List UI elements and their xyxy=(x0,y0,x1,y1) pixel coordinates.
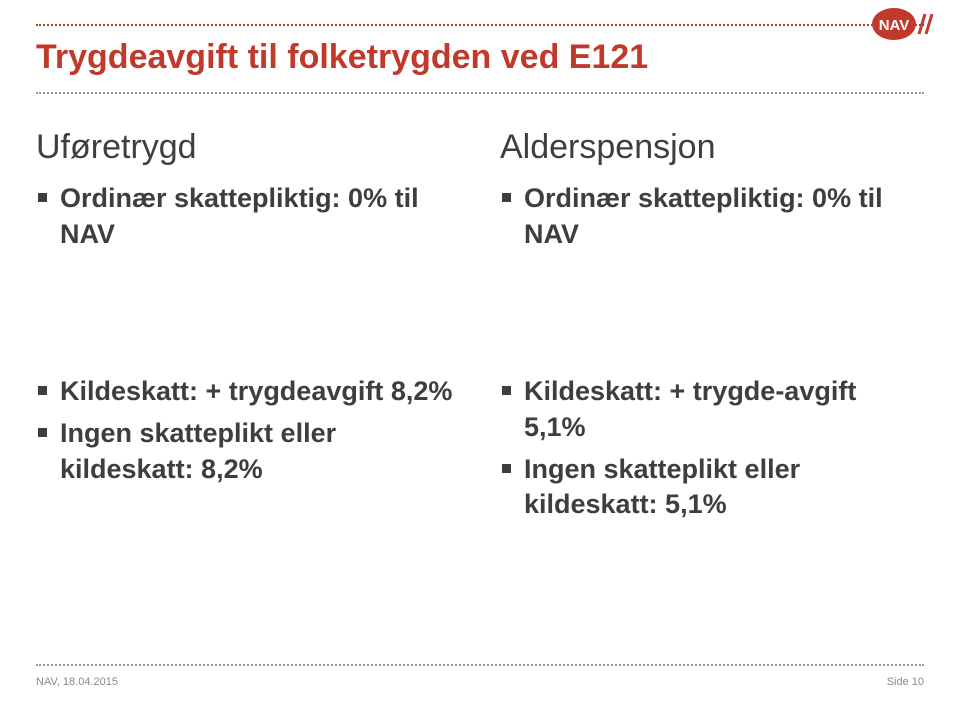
left-column: Uføretrygd Ordinær skattepliktig: 0% til… xyxy=(36,128,460,567)
left-heading: Uføretrygd xyxy=(36,128,460,167)
list-item: Ordinær skattepliktig: 0% til NAV xyxy=(36,181,460,252)
list-item: Ingen skatteplikt eller kildeskatt: 8,2% xyxy=(36,416,460,487)
dotted-line-top xyxy=(36,24,924,26)
footer-date: NAV, 18.04.2015 xyxy=(36,676,118,688)
content-columns: Uføretrygd Ordinær skattepliktig: 0% til… xyxy=(36,128,924,567)
nav-logo: NAV xyxy=(870,6,934,42)
footer-page: Side 10 xyxy=(887,676,924,688)
logo-text: NAV xyxy=(879,17,910,34)
dotted-line-bottom xyxy=(36,664,924,666)
list-item: Kildeskatt: + trygdeavgift 8,2% xyxy=(36,374,460,410)
spacer xyxy=(500,296,924,374)
right-column: Alderspensjon Ordinær skattepliktig: 0% … xyxy=(500,128,924,567)
left-block1: Ordinær skattepliktig: 0% til NAV xyxy=(36,181,460,252)
list-item: Ingen skatteplikt eller kildeskatt: 5,1% xyxy=(500,452,924,523)
left-block2: Kildeskatt: + trygdeavgift 8,2% Ingen sk… xyxy=(36,374,460,487)
list-item: Kildeskatt: + trygde-avgift 5,1% xyxy=(500,374,924,445)
right-heading: Alderspensjon xyxy=(500,128,924,167)
list-item: Ordinær skattepliktig: 0% til NAV xyxy=(500,181,924,252)
spacer xyxy=(36,296,460,374)
dotted-line-under-title xyxy=(36,92,924,94)
right-block2: Kildeskatt: + trygde-avgift 5,1% Ingen s… xyxy=(500,374,924,523)
right-block1: Ordinær skattepliktig: 0% til NAV xyxy=(500,181,924,252)
page-title: Trygdeavgift til folketrygden ved E121 xyxy=(36,38,648,77)
